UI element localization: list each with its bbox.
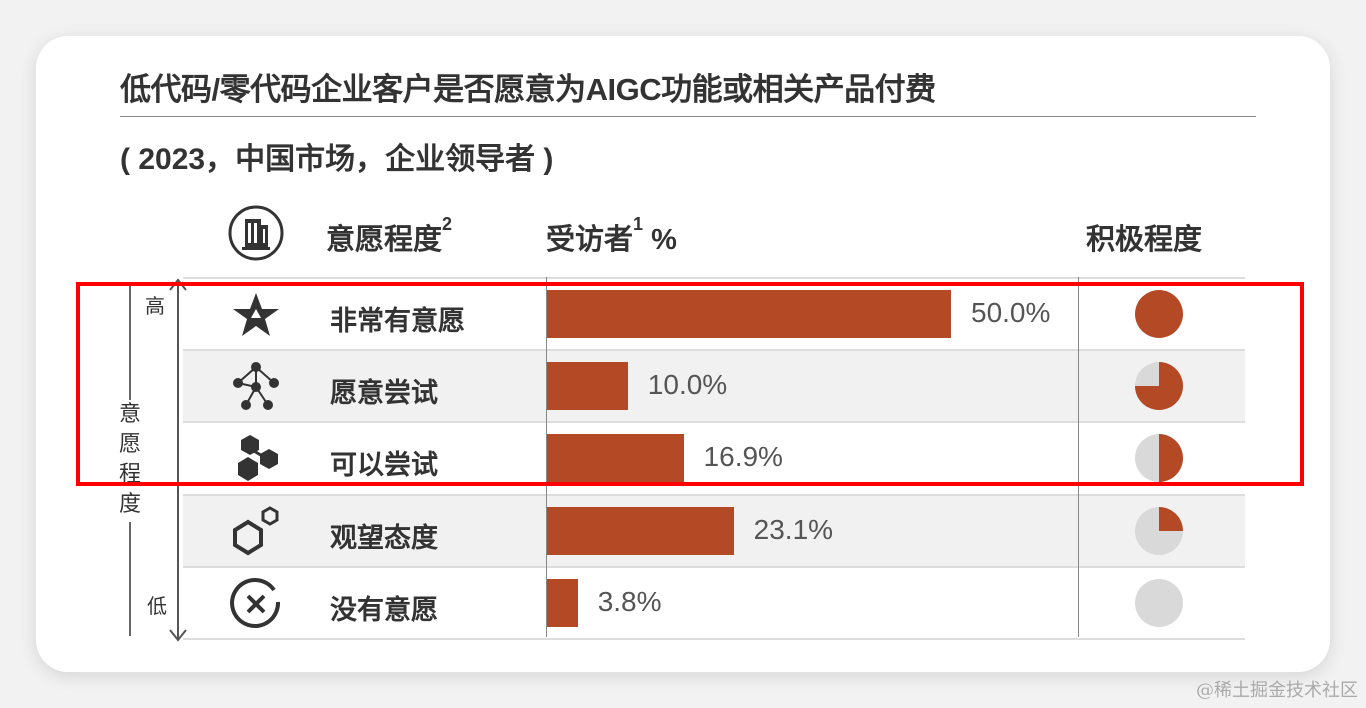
header-respondents: 受访者1 % xyxy=(546,214,677,256)
value-label: 10.0% xyxy=(647,369,728,401)
header-willingness: 意愿程度2 xyxy=(326,214,453,256)
bar-axis-line xyxy=(546,277,547,637)
axis-arrow-icon xyxy=(169,278,187,642)
category-label: 观望态度 xyxy=(330,522,438,553)
hexagon-cluster-icon xyxy=(238,435,278,482)
axis-label: 意愿程度 xyxy=(118,402,141,517)
category-label: 非常有意愿 xyxy=(330,306,465,336)
bar-2 xyxy=(547,434,684,483)
cancel-icon xyxy=(230,577,281,628)
table-row xyxy=(183,349,1245,422)
table-row xyxy=(183,277,1245,349)
building-icon xyxy=(228,205,284,261)
harvey-ball-icon xyxy=(1135,578,1183,627)
category-label: 没有意愿 xyxy=(330,594,438,625)
network-icon xyxy=(233,362,279,411)
axis-bracket-top xyxy=(129,282,131,400)
header-positivity: 积极程度 xyxy=(1086,224,1203,256)
harvey-ball-icon xyxy=(1135,362,1183,411)
harvey-ball-icon xyxy=(1135,434,1183,483)
axis-high-label: 高 xyxy=(145,294,165,318)
value-label: 50.0% xyxy=(971,297,1051,328)
table-row xyxy=(183,421,1245,493)
bar-4 xyxy=(547,578,578,627)
column-divider xyxy=(1078,277,1079,637)
chart-title: 低代码/零代码企业客户是否愿意为AIGC功能或相关产品付费 xyxy=(120,72,936,107)
harvey-ball-icon xyxy=(1135,290,1183,338)
value-label: 3.8% xyxy=(597,585,662,617)
axis-bracket-bottom xyxy=(129,522,131,636)
bar-3 xyxy=(547,506,734,555)
table-row xyxy=(183,565,1245,638)
category-label: 可以尝试 xyxy=(330,450,438,481)
title-divider xyxy=(120,116,1256,117)
bar-0 xyxy=(547,290,951,338)
highlight-box xyxy=(76,282,1304,486)
harvey-ball-icon xyxy=(1135,506,1183,555)
watermark: @稀土掘金技术社区 xyxy=(1196,680,1358,701)
category-label: 愿意尝试 xyxy=(330,378,438,409)
table-bottom-line xyxy=(183,638,1245,640)
axis-low-label: 低 xyxy=(147,594,167,618)
chart-subtitle: ( 2023，中国市场，企业领导者 ) xyxy=(120,143,554,176)
bar-1 xyxy=(547,362,628,411)
star-icon xyxy=(233,293,279,336)
value-label: 16.9% xyxy=(703,441,783,473)
hexagon-circle-icon xyxy=(233,505,279,555)
value-label: 23.1% xyxy=(753,513,834,545)
